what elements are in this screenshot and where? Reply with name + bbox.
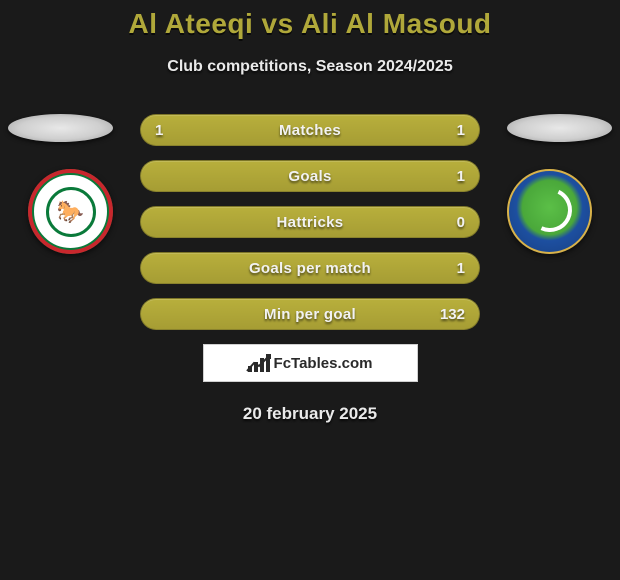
stat-left-value: 1 [155,122,163,139]
club-badge-right [507,169,592,254]
stat-label: Goals per match [249,260,371,277]
page-title: Al Ateeqi vs Ali Al Masoud [0,0,620,40]
stat-label: Matches [279,122,341,139]
snapshot-date: 20 february 2025 [0,404,620,424]
stat-label: Min per goal [264,306,356,323]
stat-right-value: 1 [457,260,465,277]
player-placeholder-left [8,114,113,142]
source-logo-box: FcTables.com [203,344,418,382]
stat-right-value: 0 [457,214,465,231]
club-badge-left: 🐎 [28,169,113,254]
swoosh-icon [521,181,577,237]
source-logo-text: FcTables.com [274,355,373,372]
stat-row: Hattricks 0 [140,206,480,238]
comparison-stage: 🐎 1 Matches 1 Goals 1 Hattricks 0 Goals … [0,114,620,330]
stat-row: Goals per match 1 [140,252,480,284]
player-placeholder-right [507,114,612,142]
stat-right-value: 1 [457,122,465,139]
stat-row: Goals 1 [140,160,480,192]
stat-rows: 1 Matches 1 Goals 1 Hattricks 0 Goals pe… [140,114,480,330]
stat-row: Min per goal 132 [140,298,480,330]
bar-chart-icon [248,354,270,372]
horse-icon: 🐎 [46,187,96,237]
stat-label: Goals [288,168,331,185]
stat-right-value: 132 [440,306,465,323]
season-subtitle: Club competitions, Season 2024/2025 [0,58,620,76]
stat-right-value: 1 [457,168,465,185]
club-badge-right-inner [528,192,572,232]
stat-row: 1 Matches 1 [140,114,480,146]
stat-label: Hattricks [277,214,344,231]
